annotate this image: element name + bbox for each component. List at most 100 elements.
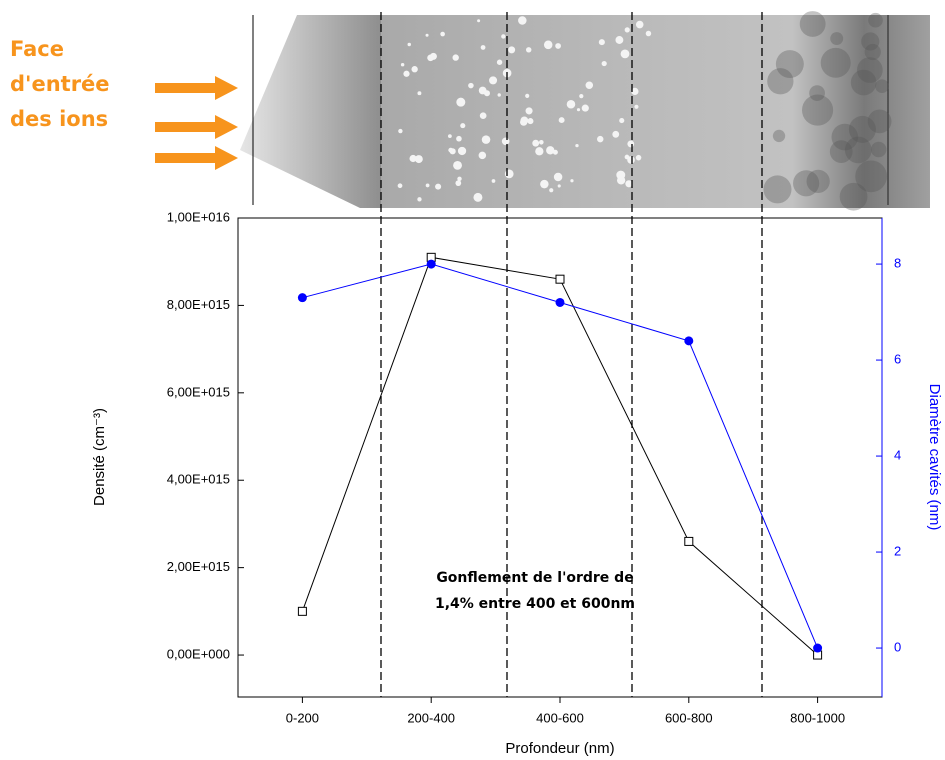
cavity-dot [508, 46, 516, 54]
cavity-dot [527, 118, 534, 125]
cavity-dot [518, 16, 527, 25]
dark-patch [772, 129, 786, 143]
x-tick-label: 600-800 [665, 710, 713, 725]
dark-patch [875, 79, 889, 93]
cavity-dot [496, 59, 503, 65]
cavity-dot [597, 135, 604, 143]
point [297, 293, 307, 303]
cavity-dot [457, 176, 462, 181]
cavity-dot [520, 118, 528, 126]
cavity-dot [585, 81, 594, 89]
dark-patch [848, 115, 876, 143]
dark-patch [856, 57, 883, 83]
cavity-dot [448, 147, 454, 153]
arrow [155, 76, 238, 100]
cavity-dot [549, 188, 554, 193]
cavity-dot [635, 154, 642, 161]
cavity-dot [627, 140, 635, 148]
boundaries [380, 12, 763, 697]
dark-patch [844, 136, 872, 164]
dark-patch [793, 170, 820, 197]
point [297, 606, 307, 616]
y-tick-label: 4,00E+015 [167, 472, 230, 487]
dark-patch [868, 12, 883, 28]
dark-patch [806, 169, 830, 193]
dark-patch [850, 69, 877, 96]
cavity-dot [579, 93, 584, 99]
dark-patch [775, 50, 804, 79]
cavity-dot [425, 33, 429, 37]
cavity-dot [479, 112, 487, 120]
cavity-dot [532, 139, 540, 147]
annotation: Gonflement de l'ordre de [436, 570, 633, 586]
arrow [155, 146, 238, 170]
dark-patch [801, 94, 834, 126]
dark-patch [855, 160, 888, 193]
cavity-dot [634, 104, 639, 109]
side-label: Face [10, 37, 64, 61]
x-tick-label: 200-400 [407, 710, 455, 725]
cavity-dot [411, 66, 418, 73]
cavity-dot [566, 99, 576, 109]
cavity-dot [473, 192, 483, 202]
dark-patch [830, 32, 844, 46]
cavity-dot [447, 134, 452, 139]
cavity-dot [491, 179, 496, 183]
dark-patch [861, 32, 880, 51]
cavity-dot [417, 197, 422, 202]
y-tick-label: 2,00E+015 [167, 559, 230, 574]
point [684, 336, 694, 346]
dark-patch [820, 47, 851, 78]
cavity-dot [427, 54, 434, 62]
cavity-dot [417, 91, 422, 96]
dark-patch [870, 141, 887, 158]
cavity-dot [397, 183, 403, 189]
cavity-dot [453, 160, 462, 170]
cavity-dot [612, 130, 620, 138]
cavity-dot [570, 179, 574, 183]
arrow [155, 115, 238, 139]
cavity-dot [435, 183, 442, 190]
cavity-dot [460, 123, 466, 129]
y2-tick-label: 8 [894, 256, 901, 271]
cavity-dot [456, 97, 466, 107]
cavity-dot [598, 39, 605, 46]
y2-tick-label: 6 [894, 352, 901, 367]
cavity-dot [624, 27, 630, 33]
dark-patch [767, 68, 794, 95]
micrograph-body [381, 15, 930, 208]
dark-patch [799, 11, 826, 37]
cavity-dot [558, 117, 565, 124]
cavity-dot [489, 76, 498, 85]
cavity-dot [409, 154, 417, 163]
cavity-dot [539, 139, 544, 145]
micrograph [240, 11, 930, 211]
cavity-dot [645, 30, 652, 37]
y-tick-label: 6,00E+015 [167, 384, 230, 399]
cavity-dot [497, 93, 501, 97]
dark-patch [763, 175, 792, 204]
cavity-dot [425, 183, 430, 188]
cavity-dot [478, 151, 487, 160]
cavity-dot [619, 118, 625, 124]
point [684, 536, 694, 546]
cavity-dot [480, 45, 486, 50]
dark-patch [867, 109, 892, 134]
y-tick-label: 0,00E+000 [167, 646, 230, 661]
cavity-dot [631, 87, 639, 96]
side-label: d'entrée [10, 72, 110, 96]
cavity-dot [546, 146, 555, 155]
y2-tick-label: 4 [894, 447, 901, 462]
cavity-dot [615, 36, 624, 44]
y-tick-label: 8,00E+015 [167, 297, 230, 312]
y-tick-label: 1,00E+016 [167, 209, 230, 224]
cavity-dot [403, 70, 410, 77]
cavity-dot [452, 54, 459, 61]
dark-patch [839, 182, 868, 211]
y2-axis-label: Diamètre cavités (nm) [926, 384, 943, 531]
cavity-dot [555, 43, 561, 49]
cavity-dot [553, 172, 563, 182]
cavity-dot [620, 49, 630, 59]
cavity-dot [625, 180, 633, 188]
